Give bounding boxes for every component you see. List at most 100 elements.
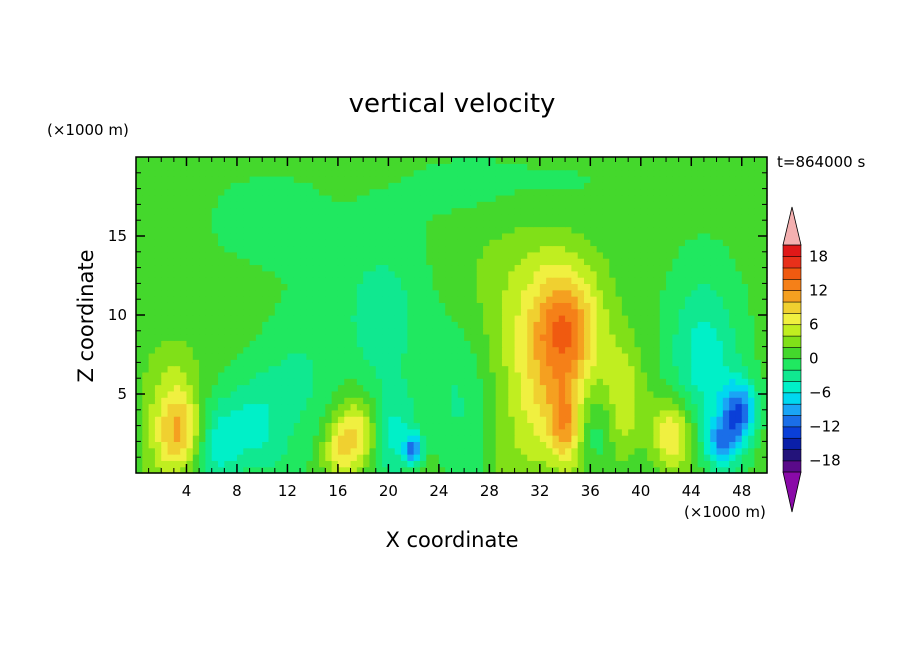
heatmap-cell [199, 264, 207, 272]
heatmap-cell [363, 302, 371, 310]
heatmap-cell [539, 327, 547, 335]
heatmap-cell [268, 175, 276, 183]
heatmap-cell [609, 346, 617, 354]
heatmap-cell [647, 384, 655, 392]
heatmap-cell [218, 333, 225, 341]
heatmap-cell [173, 188, 181, 196]
heatmap-cell [300, 258, 307, 266]
heatmap-cell [363, 346, 371, 354]
heatmap-cell [419, 447, 427, 455]
heatmap-cell [325, 194, 333, 202]
heatmap-cell [318, 454, 326, 461]
heatmap-cell [546, 169, 554, 177]
heatmap-cell [224, 333, 232, 341]
heatmap-cell [748, 169, 755, 177]
heatmap-cell [180, 403, 188, 411]
heatmap-cell [666, 283, 673, 291]
heatmap-cell [716, 194, 724, 202]
heatmap-cell [136, 340, 143, 348]
heatmap-cell [647, 308, 655, 316]
heatmap-cell [729, 194, 737, 202]
heatmap-cell [180, 409, 188, 417]
heatmap-cell [287, 359, 295, 367]
heatmap-cell [558, 397, 566, 405]
heatmap-cell [678, 169, 686, 177]
heatmap-cell [729, 270, 737, 278]
heatmap-cell [249, 454, 257, 461]
heatmap-cell [741, 302, 749, 310]
heatmap-cell [571, 251, 579, 259]
heatmap-cell [609, 157, 617, 164]
heatmap-cell [628, 447, 636, 455]
heatmap-cell [186, 340, 194, 348]
heatmap-cell [211, 416, 219, 424]
heatmap-cell [634, 460, 642, 468]
heatmap-cell [464, 333, 472, 341]
heatmap-cell [325, 441, 333, 449]
heatmap-cell [546, 283, 554, 291]
heatmap-cell [470, 220, 478, 228]
heatmap-cell [350, 157, 358, 164]
heatmap-cell [287, 403, 295, 411]
heatmap-cell [628, 397, 636, 405]
heatmap-cell [186, 302, 194, 310]
heatmap-cell [615, 378, 623, 386]
heatmap-cell [640, 232, 648, 240]
heatmap-cell [741, 220, 749, 228]
heatmap-cell [539, 378, 547, 386]
heatmap-cell [615, 283, 623, 291]
heatmap-cell [344, 182, 352, 190]
heatmap-cell [375, 384, 383, 392]
heatmap-cell [590, 359, 598, 367]
heatmap-cell [300, 460, 307, 468]
heatmap-cell [703, 416, 711, 424]
heatmap-cell [666, 365, 673, 373]
heatmap-cell [565, 435, 572, 442]
heatmap-cell [577, 296, 585, 303]
heatmap-cell [577, 213, 585, 221]
heatmap-cell [413, 207, 421, 215]
heatmap-cell [653, 270, 661, 278]
heatmap-cell [199, 466, 207, 474]
heatmap-cell [691, 384, 699, 392]
heatmap-cell [666, 390, 673, 398]
heatmap-cell [236, 397, 244, 405]
heatmap-cell [628, 403, 636, 411]
heatmap-cell [394, 182, 402, 190]
heatmap-cell [167, 384, 175, 392]
heatmap-cell [186, 460, 194, 468]
heatmap-cell [394, 390, 402, 398]
heatmap-cell [325, 409, 333, 417]
heatmap-cell [659, 296, 667, 303]
heatmap-cell [659, 175, 667, 183]
heatmap-cell [281, 207, 289, 215]
heatmap-cell [394, 315, 402, 322]
heatmap-cell [741, 182, 749, 190]
heatmap-cell [388, 245, 396, 253]
heatmap-cell [489, 466, 497, 474]
time-label: t=864000 s [777, 153, 865, 171]
heatmap-cell [211, 403, 219, 411]
heatmap-cell [697, 226, 705, 234]
heatmap-cell [552, 333, 560, 341]
heatmap-cell [331, 308, 339, 316]
heatmap-cell [640, 270, 648, 278]
heatmap-cell [325, 397, 333, 405]
heatmap-cell [451, 175, 459, 183]
heatmap-cell [678, 327, 686, 335]
heatmap-cell [584, 194, 591, 202]
heatmap-cell [205, 315, 213, 322]
heatmap-cell [533, 371, 541, 379]
heatmap-cell [388, 365, 396, 373]
heatmap-cell [274, 416, 282, 424]
heatmap-cell [318, 182, 326, 190]
heatmap-cell [356, 283, 364, 291]
heatmap-cell [401, 239, 408, 247]
heatmap-cell [678, 245, 686, 253]
heatmap-cell [325, 188, 333, 196]
heatmap-cell [495, 409, 503, 417]
heatmap-cell [609, 182, 617, 190]
heatmap-cell [401, 403, 408, 411]
heatmap-cell [457, 352, 465, 360]
heatmap-cell [243, 213, 251, 221]
